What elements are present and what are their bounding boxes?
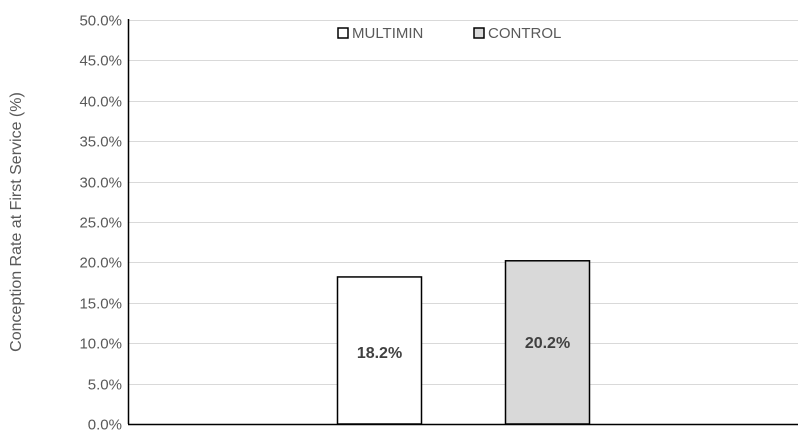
y-tick-label: 45.0% <box>79 53 122 70</box>
axes <box>127 19 798 426</box>
legend-item-multimin: MULTIMIN <box>337 25 423 42</box>
y-tick-label: 20.0% <box>79 255 122 272</box>
y-tick-label: 0.0% <box>88 417 122 434</box>
y-tick-label: 50.0% <box>79 13 122 30</box>
y-tick-label: 25.0% <box>79 215 122 232</box>
y-axis-ticks: 0.0% 5.0% 10.0% 15.0% 20.0% 25.0% 30.0% 35.0% 40… <box>79 13 122 434</box>
data-labels: 18.2% 20.2% <box>357 335 570 362</box>
y-tick-label: 15.0% <box>79 296 122 313</box>
y-axis-label: Conception Rate at First Service (%) <box>8 92 25 352</box>
y-tick-label: 35.0% <box>79 134 122 151</box>
y-tick-label: 40.0% <box>79 94 122 111</box>
bar-multimin <box>336 276 423 425</box>
legend-label-multimin: MULTIMIN <box>352 25 423 42</box>
legend-label-control: CONTROL <box>488 25 561 42</box>
legend-swatch-multimin <box>337 27 349 39</box>
legend-item-control: CONTROL <box>473 25 561 42</box>
data-label-multimin: 18.2% <box>357 345 402 362</box>
bar-control <box>504 260 591 425</box>
y-tick-label: 10.0% <box>79 336 122 353</box>
data-label-control: 20.2% <box>525 335 570 352</box>
y-tick-label: 30.0% <box>79 175 122 192</box>
gridlines <box>129 20 798 385</box>
legend: MULTIMIN CONTROL <box>337 25 561 42</box>
y-tick-label: 5.0% <box>88 377 122 394</box>
bars <box>336 260 591 425</box>
legend-swatch-control <box>473 27 485 39</box>
